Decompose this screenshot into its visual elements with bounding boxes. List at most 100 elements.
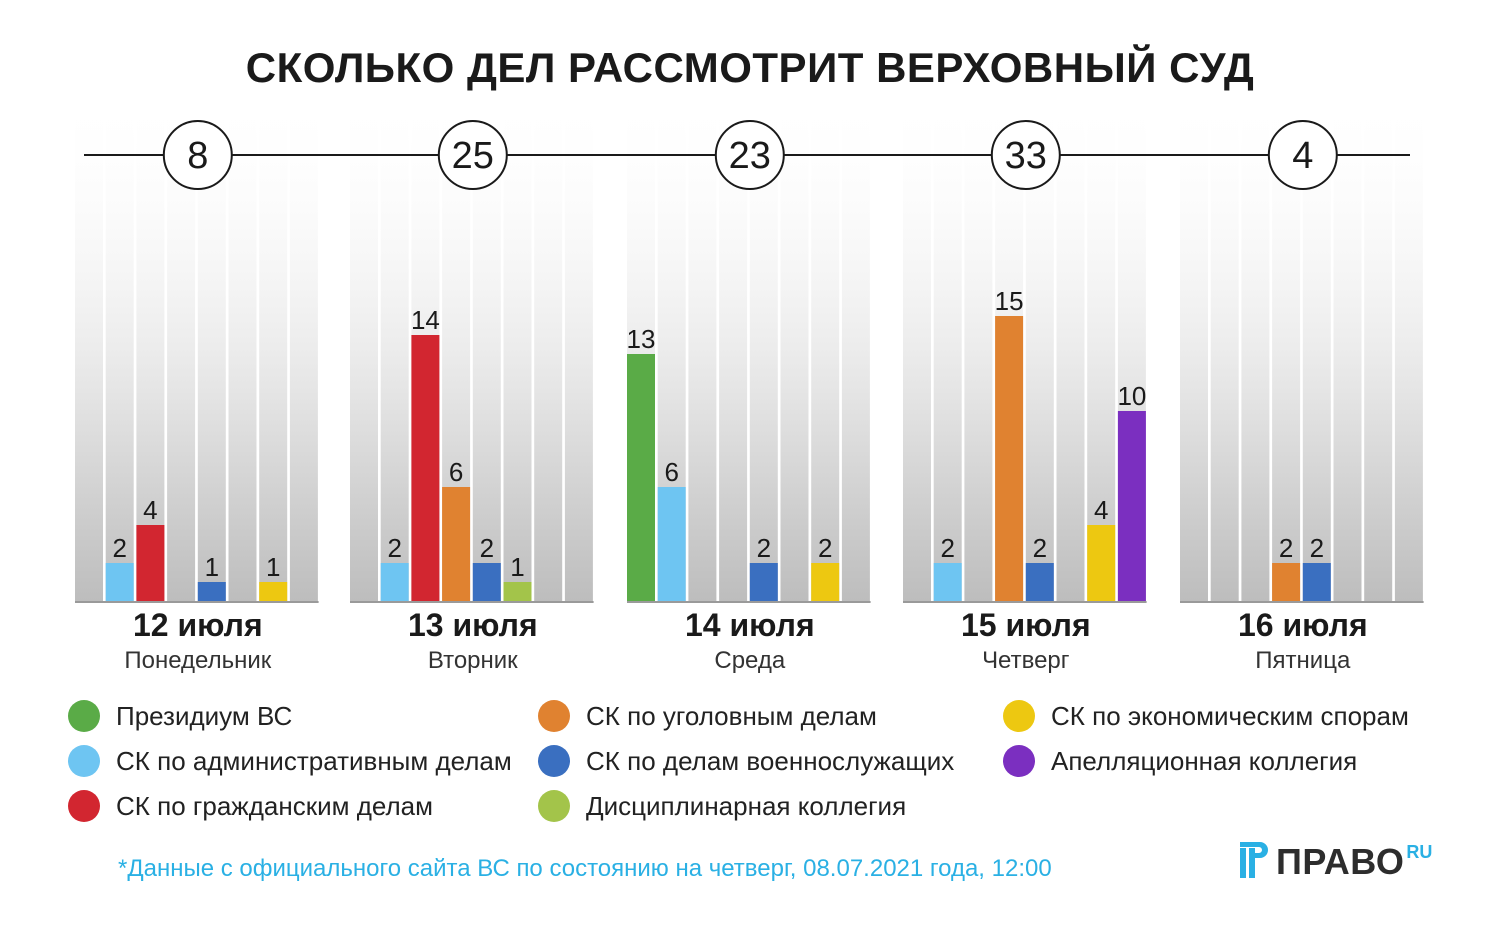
legend-swatch [68, 745, 100, 777]
bar-value-label: 2 [387, 533, 401, 563]
category-date: 15 июля [961, 607, 1091, 643]
logo-text: ПРАВО [1276, 841, 1405, 882]
grid-column [1210, 90, 1239, 601]
grid-columns [75, 90, 1424, 603]
grid-column [105, 90, 134, 601]
grid-column [259, 90, 288, 601]
baseline [1180, 601, 1424, 603]
legend-label: СК по уголовным делам [586, 700, 877, 731]
grid-column [1241, 90, 1270, 601]
bar-value-label: 2 [940, 533, 954, 563]
bar [657, 487, 686, 601]
bar-value-label: 1 [205, 552, 219, 582]
grid-column [1333, 90, 1362, 601]
category-weekday: Четверг [982, 647, 1070, 674]
total-circle [437, 120, 508, 190]
category-date: 12 июля [133, 607, 263, 643]
chart-title: СКОЛЬКО ДЕЛ РАССМОТРИТ ВЕРХОВНЫЙ СУД [245, 44, 1255, 91]
bar-value-label: 1 [266, 552, 280, 582]
logo-suffix: RU [1406, 842, 1433, 862]
bar [472, 563, 501, 601]
category-weekday: Понедельник [124, 647, 271, 674]
grid-column [1394, 90, 1423, 601]
total-value: 8 [187, 135, 208, 177]
bar [811, 563, 840, 601]
legend-swatch [538, 790, 570, 822]
grid-column [933, 90, 962, 601]
total-circle [162, 120, 233, 190]
grid-column [811, 90, 840, 601]
grid-column [1180, 90, 1208, 601]
grid-column [780, 90, 809, 601]
legend-item: СК по административным делам [68, 745, 512, 777]
total-value: 23 [729, 135, 771, 177]
legend-item: Дисциплинарная коллегия [538, 790, 906, 822]
total-value: 4 [1292, 135, 1313, 177]
bar-value-label: 2 [1033, 533, 1047, 563]
bar [105, 563, 134, 601]
grid-column [1364, 90, 1393, 601]
pravo-logo-icon [1240, 842, 1268, 878]
grid-column [1087, 90, 1116, 601]
baseline [350, 601, 594, 603]
pravo-logo: ПРАВО RU [1240, 842, 1432, 882]
legend-item: Президиум ВС [68, 700, 292, 732]
total-value: 25 [452, 135, 494, 177]
bar-value-label: 13 [627, 324, 656, 354]
grid-column [964, 90, 993, 601]
bar-value-label: 2 [480, 533, 494, 563]
bar [1025, 563, 1054, 601]
bar-value-label: 2 [757, 533, 771, 563]
grid-column [75, 90, 103, 601]
category-weekday: Вторник [428, 647, 518, 674]
legend-item: СК по экономическим спорам [1003, 700, 1409, 732]
legend-swatch [1003, 700, 1035, 732]
category-date: 14 июля [685, 607, 815, 643]
grid-column [380, 90, 409, 601]
baseline [903, 601, 1147, 603]
bar-value-label: 2 [1279, 533, 1293, 563]
bar-value-label: 2 [818, 533, 832, 563]
bar [503, 582, 532, 601]
legend: Президиум ВС СК по административным делам… [68, 700, 1468, 840]
bar [1117, 411, 1146, 601]
bar-value-label: 4 [1094, 495, 1108, 525]
grid-column [136, 90, 165, 601]
legend-item: СК по делам военнослужащих [538, 745, 954, 777]
bar [380, 563, 409, 601]
legend-label: Апелляционная коллегия [1051, 745, 1358, 776]
legend-swatch [538, 745, 570, 777]
legend-item: Апелляционная коллегия [1003, 745, 1357, 777]
bar [1272, 563, 1301, 601]
grid-column [228, 90, 257, 601]
grid-column [503, 90, 532, 601]
bar [197, 582, 226, 601]
bar [995, 316, 1024, 601]
grid-column [289, 90, 318, 601]
legend-item: СК по уголовным делам [538, 700, 877, 732]
legend-swatch [68, 790, 100, 822]
bars [105, 316, 1331, 601]
bar [1087, 525, 1116, 601]
bar-value-label: 15 [995, 286, 1024, 316]
legend-label: СК по делам военнослужащих [586, 745, 955, 776]
grid-column [350, 90, 378, 601]
category-weekday: Среда [714, 647, 786, 674]
grid-column [1056, 90, 1085, 601]
legend-item: СК по гражданским делам [68, 790, 433, 822]
total-value: 33 [1005, 135, 1047, 177]
legend-label: СК по гражданским делам [116, 790, 433, 821]
bar-value-label: 1 [510, 552, 524, 582]
bar-value-label: 2 [112, 533, 126, 563]
bar-value-label: 10 [1117, 381, 1146, 411]
legend-label: СК по административным делам [116, 745, 512, 776]
bar [749, 563, 778, 601]
bar [136, 525, 165, 601]
grid-column [903, 90, 931, 601]
bar-value-label: 6 [664, 457, 678, 487]
legend-label: СК по экономическим спорам [1051, 700, 1409, 731]
grid-column [841, 90, 870, 601]
total-circle [1267, 120, 1338, 190]
bar [259, 582, 288, 601]
